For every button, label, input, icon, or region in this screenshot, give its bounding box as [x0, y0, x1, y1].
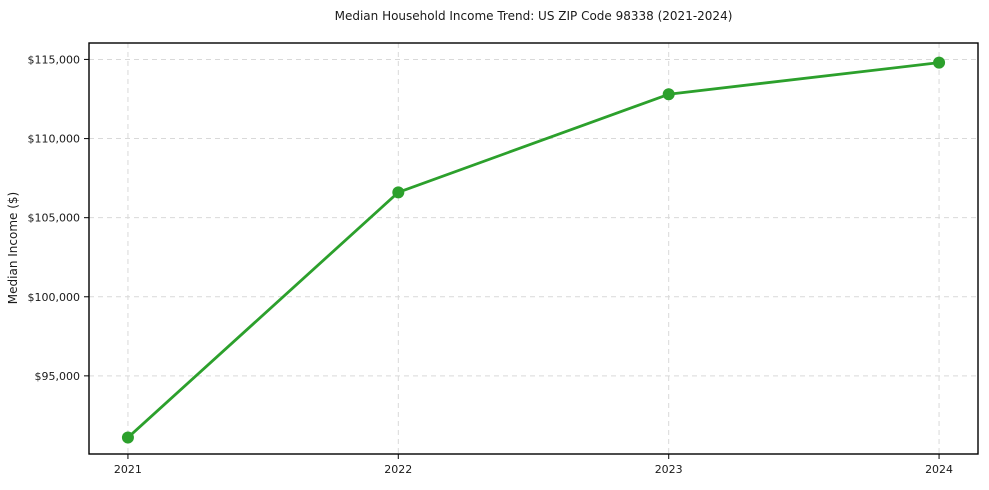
data-point-marker [392, 186, 405, 199]
x-tick-label: 2021 [114, 463, 142, 476]
x-tick-label: 2024 [925, 463, 953, 476]
plot-frame [88, 42, 979, 455]
x-tick-label: 2022 [384, 463, 412, 476]
y-tick-label: $110,000 [28, 133, 81, 146]
data-point-marker [662, 88, 675, 101]
x-tick-label: 2023 [655, 463, 683, 476]
y-tick-label: $100,000 [28, 291, 81, 304]
data-point-marker [121, 431, 134, 444]
chart-title: Median Household Income Trend: US ZIP Co… [334, 9, 733, 23]
y-tick-label: $115,000 [28, 53, 81, 66]
y-tick-label: $95,000 [35, 370, 81, 383]
data-point-marker [933, 56, 946, 69]
income-trend-line [126, 61, 941, 439]
y-tick-label: $105,000 [28, 212, 81, 225]
